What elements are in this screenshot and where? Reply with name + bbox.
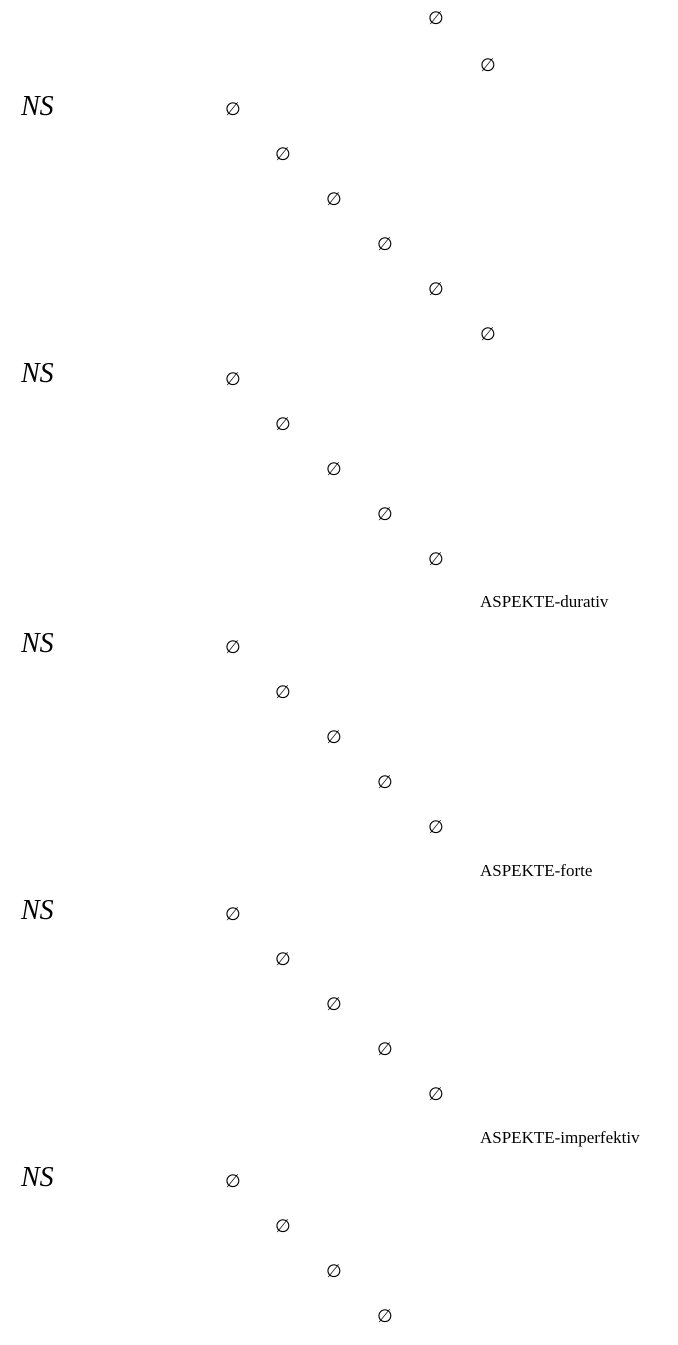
ns-heading: NS (21, 1162, 54, 1193)
empty-set-symbol: ∅ (428, 1084, 444, 1105)
empty-set-symbol: ∅ (225, 369, 241, 390)
empty-set-symbol: ∅ (275, 1216, 291, 1237)
empty-set-symbol: ∅ (377, 772, 393, 793)
empty-set-symbol: ∅ (428, 817, 444, 838)
empty-set-symbol: ∅ (275, 414, 291, 435)
empty-set-symbol: ∅ (275, 682, 291, 703)
aspekte-durativ-label: ASPEKTE-durativ (480, 592, 609, 611)
ns-heading: NS (21, 91, 54, 122)
aspekte-imperfektiv-label: ASPEKTE-imperfektiv (480, 1128, 640, 1147)
empty-set-symbol: ∅ (377, 504, 393, 525)
empty-set-symbol: ∅ (326, 459, 342, 480)
empty-set-symbol: ∅ (377, 1039, 393, 1060)
empty-set-symbol: ∅ (326, 189, 342, 210)
empty-set-symbol: ∅ (275, 144, 291, 165)
empty-set-symbol: ∅ (377, 234, 393, 255)
empty-set-symbol: ∅ (480, 55, 496, 76)
empty-set-symbol: ∅ (225, 1171, 241, 1192)
empty-set-symbol: ∅ (377, 1306, 393, 1327)
empty-set-symbol: ∅ (326, 727, 342, 748)
empty-set-symbol: ∅ (428, 549, 444, 570)
empty-set-symbol: ∅ (480, 324, 496, 345)
empty-set-symbol: ∅ (225, 637, 241, 658)
empty-set-symbol: ∅ (275, 949, 291, 970)
empty-set-symbol: ∅ (225, 904, 241, 925)
empty-set-symbol: ∅ (225, 99, 241, 120)
empty-set-symbol: ∅ (326, 1261, 342, 1282)
ns-heading: NS (21, 628, 54, 659)
empty-set-symbol: ∅ (428, 279, 444, 300)
empty-set-symbol: ∅ (428, 8, 444, 29)
ns-heading: NS (21, 358, 54, 389)
aspekte-forte-label: ASPEKTE-forte (480, 861, 593, 880)
ns-heading: NS (21, 895, 54, 926)
empty-set-symbol: ∅ (326, 994, 342, 1015)
